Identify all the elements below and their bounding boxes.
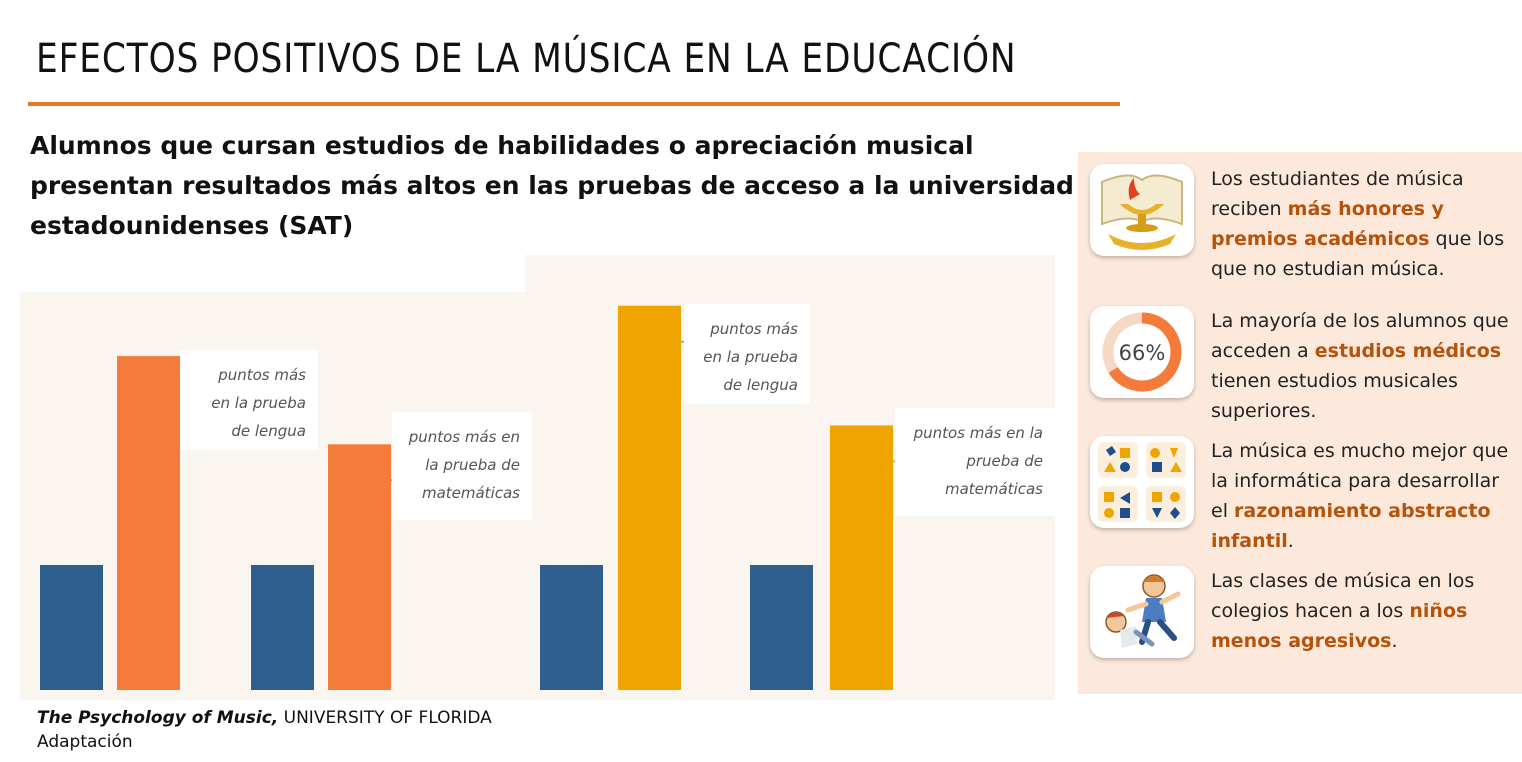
fact-text-part: que los que no estudian música. (1211, 228, 1505, 280)
source-title: The Psychology of Music, (37, 708, 279, 728)
note-text: en la prueba (703, 348, 798, 366)
fact-text: La música es mucho mejor que la informát… (1211, 436, 1511, 556)
note-text: matemáticas (945, 480, 1043, 498)
bar-baseline (251, 565, 314, 690)
shapes-grid-icon (1090, 436, 1194, 528)
note-text: puntos más (217, 366, 306, 384)
source-org: UNIVERSITY OF FLORIDA (283, 708, 492, 728)
note-text: la prueba de (425, 456, 520, 474)
fact-text: La mayoría de los alumnos que acceden a … (1211, 306, 1511, 426)
note-box (895, 408, 1055, 516)
source-credit: The Psychology of Music, UNIVERSITY OF F… (37, 706, 492, 754)
note-text: prueba de (965, 452, 1043, 470)
bar-music (328, 444, 391, 690)
page-title: EFECTOS POSITIVOS DE LA MÚSICA EN LA EDU… (36, 36, 1017, 82)
fact-text-part: La mayoría de los alumnos que acceden a (1211, 310, 1509, 362)
note-text: puntos más (709, 320, 798, 338)
fact-highlight: razonamiento abstracto infantil (1211, 500, 1491, 552)
note-text: de lengua (723, 376, 798, 394)
percent-ring-icon: 66% (1090, 306, 1194, 398)
fact-text: Los estudiantes de música reciben más ho… (1211, 164, 1511, 284)
note-box (684, 304, 810, 404)
note-text: en la prueba (211, 394, 306, 412)
bar-baseline (40, 565, 103, 690)
bar-music (117, 356, 180, 690)
fighting-children-icon (1090, 566, 1194, 658)
bar-baseline (750, 565, 813, 690)
note-text: de lengua (231, 422, 306, 440)
note-text: puntos más en (408, 428, 520, 446)
lamp-of-knowledge-icon (1090, 164, 1194, 256)
fact-text: Las clases de música en los colegios hac… (1211, 566, 1511, 656)
chart-bars (40, 305, 893, 690)
source-note: Adaptación (37, 732, 133, 752)
fact-text-part: La música es mucho mejor que la informát… (1211, 440, 1509, 522)
fact-text-part: Las clases de música en los colegios hac… (1211, 570, 1475, 622)
fact-highlight: niños menos agresivos (1211, 600, 1468, 652)
note-box (392, 412, 532, 520)
title-underline (28, 102, 1120, 106)
bar-music (830, 425, 893, 690)
fact-text-part: tienen estudios musicales superiores. (1211, 370, 1458, 422)
fact-text-part: . (1391, 630, 1398, 652)
chart-subtitle: Alumnos que cursan estudios de habilidad… (30, 131, 1074, 240)
bar-music (618, 305, 681, 690)
note-text: puntos más en la (913, 424, 1043, 442)
ring-label: 66% (1119, 341, 1166, 365)
note-box (180, 350, 318, 450)
fact-highlight: más honores y premios académicos (1211, 198, 1444, 250)
fact-text-part: . (1287, 530, 1294, 552)
note-text: matemáticas (422, 484, 520, 502)
fact-highlight: estudios médicos (1314, 340, 1502, 362)
ring-progress (1102, 312, 1182, 392)
bar-baseline (540, 565, 603, 690)
fact-text-part: Los estudiantes de música reciben (1211, 168, 1464, 220)
